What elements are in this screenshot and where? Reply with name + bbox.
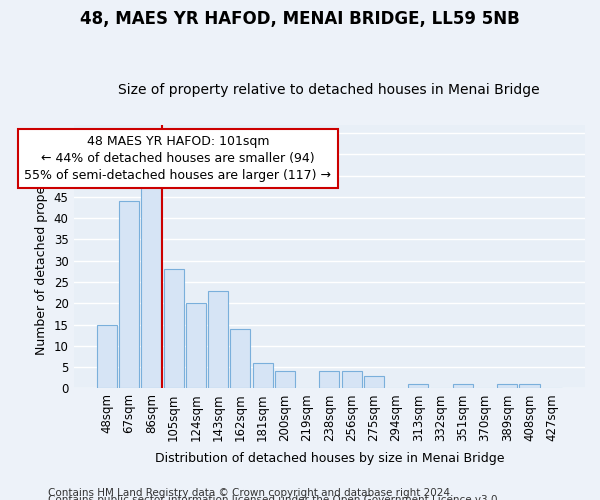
Bar xyxy=(319,372,339,388)
Bar xyxy=(408,384,428,388)
Bar xyxy=(520,384,539,388)
Bar xyxy=(253,363,272,388)
Bar xyxy=(453,384,473,388)
Bar xyxy=(97,324,117,388)
Text: 48, MAES YR HAFOD, MENAI BRIDGE, LL59 5NB: 48, MAES YR HAFOD, MENAI BRIDGE, LL59 5N… xyxy=(80,10,520,28)
X-axis label: Distribution of detached houses by size in Menai Bridge: Distribution of detached houses by size … xyxy=(155,452,504,465)
Bar xyxy=(230,329,250,388)
Bar xyxy=(275,372,295,388)
Bar xyxy=(364,376,384,388)
Bar xyxy=(141,176,161,388)
Text: 48 MAES YR HAFOD: 101sqm
← 44% of detached houses are smaller (94)
55% of semi-d: 48 MAES YR HAFOD: 101sqm ← 44% of detach… xyxy=(25,135,331,182)
Title: Size of property relative to detached houses in Menai Bridge: Size of property relative to detached ho… xyxy=(118,83,540,97)
Text: Contains HM Land Registry data © Crown copyright and database right 2024.: Contains HM Land Registry data © Crown c… xyxy=(48,488,454,498)
Text: Contains public sector information licensed under the Open Government Licence v3: Contains public sector information licen… xyxy=(48,495,501,500)
Bar xyxy=(341,372,362,388)
Y-axis label: Number of detached properties: Number of detached properties xyxy=(35,158,48,355)
Bar xyxy=(186,304,206,388)
Bar xyxy=(119,201,139,388)
Bar xyxy=(208,290,228,388)
Bar xyxy=(164,269,184,388)
Bar xyxy=(497,384,517,388)
